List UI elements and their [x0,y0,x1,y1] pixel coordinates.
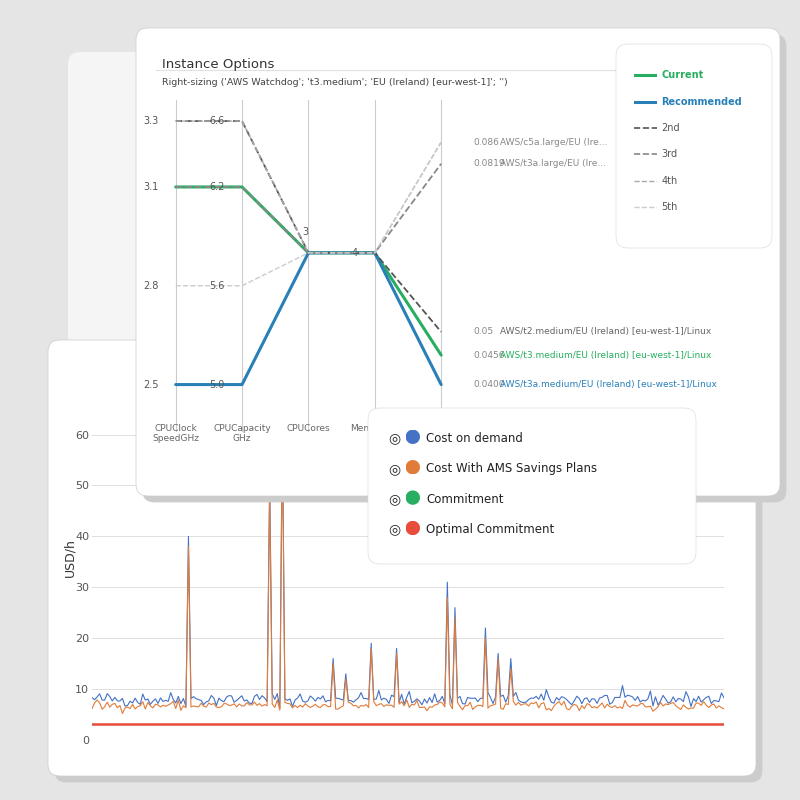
Text: CPUCores: CPUCores [286,424,330,433]
Text: Instance Options: Instance Options [162,58,274,70]
Text: 2nd: 2nd [662,123,680,133]
Text: 3rd: 3rd [662,150,678,159]
Text: 5th: 5th [662,202,678,212]
Text: 0.0819: 0.0819 [473,159,505,168]
Text: 0.0456: 0.0456 [473,350,505,359]
Text: AWS/t3a.medium/EU (Ireland) [eu-west-1]/Linux: AWS/t3a.medium/EU (Ireland) [eu-west-1]/… [499,380,717,389]
Text: ◎: ◎ [388,492,401,506]
Text: MemoryGB: MemoryGB [350,424,400,433]
Text: Right-sizing ('AWS Watchdog'; 't3.medium'; 'EU (Ireland) [eur-west-1]'; ''): Right-sizing ('AWS Watchdog'; 't3.medium… [162,78,508,87]
Text: 2.5: 2.5 [143,379,158,390]
Text: 4th: 4th [662,176,678,186]
Polygon shape [406,430,419,443]
Text: AWS/t2.medium/EU (Ireland) [eu-west-1]/Linux: AWS/t2.medium/EU (Ireland) [eu-west-1]/L… [499,327,711,336]
Text: 3.3: 3.3 [143,116,158,126]
Text: 0.086: 0.086 [473,138,499,146]
Text: Optimal Commitment: Optimal Commitment [426,523,554,536]
Text: ◎: ◎ [388,431,401,446]
Text: 5.6: 5.6 [210,281,225,290]
Text: AWS/t3a.large/EU (Ire...: AWS/t3a.large/EU (Ire... [499,159,606,168]
Text: 6.2: 6.2 [210,182,225,192]
Text: 2.8: 2.8 [143,281,158,290]
Text: 0.0400: 0.0400 [473,380,505,389]
Text: OnDemandPrice
(USD/h): OnDemandPrice (USD/h) [405,424,478,443]
Polygon shape [406,461,419,474]
Polygon shape [406,522,419,534]
Text: AWS/c5a.large/EU (Ire...: AWS/c5a.large/EU (Ire... [499,138,607,146]
Text: Commitment: Commitment [426,493,504,506]
Text: CPUCapacity
GHz: CPUCapacity GHz [213,424,271,443]
Text: 0.05: 0.05 [473,327,493,336]
Text: USD/h: USD/h [63,538,76,578]
Text: 4: 4 [351,248,358,258]
Text: 3: 3 [302,226,309,237]
Text: 6.6: 6.6 [210,116,225,126]
Text: ◎: ◎ [388,522,401,537]
Text: Recommended: Recommended [662,97,742,106]
Text: Current: Current [662,70,704,80]
Text: AWS/t3.medium/EU (Ireland) [eu-west-1]/Linux: AWS/t3.medium/EU (Ireland) [eu-west-1]/L… [499,350,711,359]
Text: 5.0: 5.0 [210,379,225,390]
Text: Cost With AMS Savings Plans: Cost With AMS Savings Plans [426,462,598,475]
Text: 3.1: 3.1 [143,182,158,192]
Text: Cost on demand: Cost on demand [426,432,523,445]
Text: ◎: ◎ [388,462,401,476]
Text: CPUClock
SpeedGHz: CPUClock SpeedGHz [152,424,199,443]
Polygon shape [406,491,419,504]
